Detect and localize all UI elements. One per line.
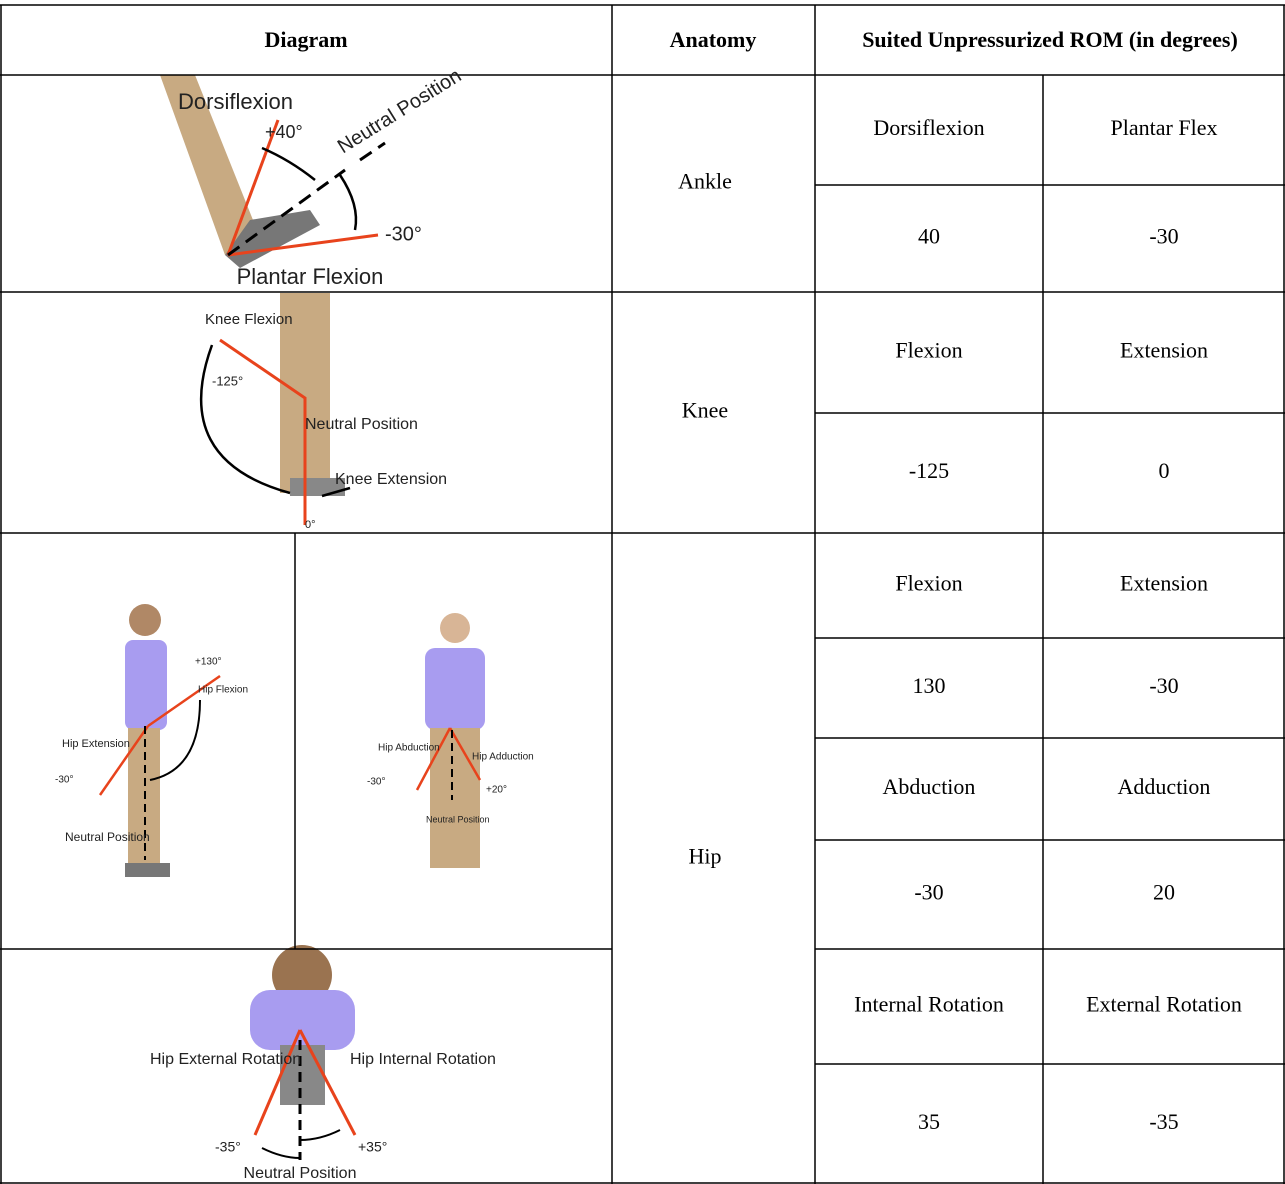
- diagram-label: Knee Flexion: [205, 311, 293, 328]
- diagram-label: Hip Adduction: [472, 752, 534, 763]
- header-cell: Diagram: [264, 27, 347, 52]
- rom-cell: -35: [1149, 1109, 1178, 1134]
- rom-cell: -30: [1149, 673, 1178, 698]
- hip-front-figure: [415, 613, 485, 868]
- knee-figure: [199, 293, 351, 525]
- diagram-label: -35°: [215, 1139, 241, 1155]
- rom-cell: Flexion: [895, 571, 962, 596]
- diagram-label: -125°: [212, 373, 243, 388]
- rom-cell: 130: [913, 673, 946, 698]
- diagram-label: +35°: [358, 1139, 387, 1155]
- diagram-label: Plantar Flexion: [237, 264, 384, 289]
- rom-cell: -30: [1149, 224, 1178, 249]
- diagram-label: Hip Flexion: [198, 685, 248, 696]
- diagram-label: Neutral Position: [244, 1165, 357, 1182]
- hip-top-figure: [250, 945, 357, 1160]
- header-cell: Anatomy: [670, 27, 757, 52]
- diagram-label: Neutral Position: [334, 65, 465, 158]
- rom-cell: 0: [1159, 458, 1170, 483]
- diagram-label: -30°: [367, 777, 385, 788]
- diagram-label: +40°: [265, 122, 303, 142]
- rom-cell: Extension: [1120, 338, 1208, 363]
- diagram-label: Hip Extension: [62, 738, 130, 750]
- diagram-label: Hip Internal Rotation: [350, 1051, 496, 1068]
- hip-side-figure: [98, 604, 221, 877]
- rom-cell: Adduction: [1118, 774, 1211, 799]
- diagram-label: Neutral Position: [65, 830, 150, 844]
- diagram-label: 0°: [305, 519, 316, 531]
- rom-cell: 35: [918, 1109, 940, 1134]
- diagram-label: Hip Abduction: [378, 743, 440, 754]
- rom-cell: Extension: [1120, 571, 1208, 596]
- diagram-label: Knee Extension: [335, 471, 447, 488]
- rom-cell: 20: [1153, 880, 1175, 905]
- rom-cell: -125: [909, 458, 949, 483]
- rom-cell: Dorsiflexion: [873, 115, 984, 140]
- rom-cell: Internal Rotation: [854, 992, 1004, 1017]
- diagram-label: -30°: [55, 775, 73, 786]
- anatomy-cell: Ankle: [678, 169, 732, 194]
- diagram-label: +130°: [195, 657, 222, 668]
- rom-cell: -30: [914, 880, 943, 905]
- ankle-figure: [160, 75, 386, 268]
- diagram-label: Hip External Rotation: [150, 1051, 301, 1068]
- anatomy-cell: Hip: [689, 844, 722, 869]
- rom-cell: Flexion: [895, 338, 962, 363]
- diagram-label: Dorsiflexion: [178, 89, 293, 114]
- diagram-label: Neutral Position: [426, 814, 490, 824]
- diagram-label: Neutral Position: [305, 416, 418, 433]
- rom-cell: Abduction: [883, 774, 976, 799]
- header-cell: Suited Unpressurized ROM (in degrees): [862, 27, 1238, 52]
- rom-cell: External Rotation: [1086, 992, 1242, 1017]
- diagram-label: -30°: [385, 223, 422, 245]
- rom-cell: 40: [918, 224, 940, 249]
- diagram-label: +20°: [486, 785, 507, 796]
- anatomy-cell: Knee: [682, 398, 728, 423]
- rom-cell: Plantar Flex: [1111, 115, 1218, 140]
